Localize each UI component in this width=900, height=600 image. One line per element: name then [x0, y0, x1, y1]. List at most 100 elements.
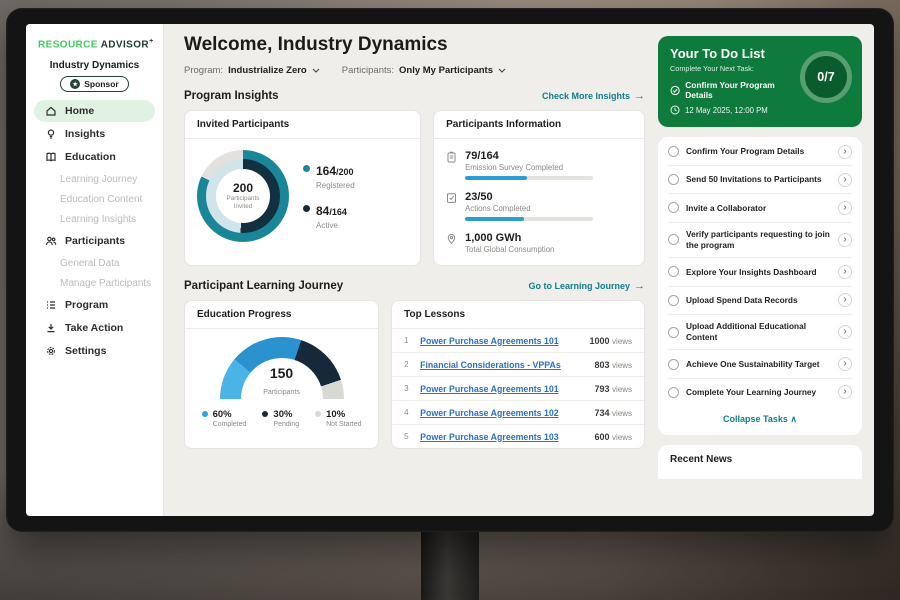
list-icon [47, 301, 55, 309]
task-item[interactable]: Invite a Collaborator › [668, 194, 852, 223]
org-name: Industry Dynamics [49, 60, 140, 72]
sponsor-badge-label: Sponsor [84, 79, 119, 90]
progress-bar [465, 176, 594, 180]
task-item[interactable]: Explore Your Insights Dashboard › [668, 258, 852, 287]
sidebar-item-learning-journey[interactable]: Learning Journey [60, 173, 138, 185]
task-chevron-icon[interactable]: › [838, 357, 852, 372]
task-item[interactable]: Confirm Your Program Details › [668, 138, 852, 167]
lesson-row: 4 Power Purchase Agreements 102 734 view… [392, 401, 644, 425]
participants-filter[interactable]: Participants: Only My Participants [342, 65, 506, 76]
task-checkbox[interactable] [668, 386, 679, 398]
participants-filter-value: Only My Participants [399, 65, 493, 76]
todo-panel: Your To Do List Complete Your Next Task:… [658, 24, 874, 516]
survey-icon [447, 151, 456, 163]
stat-emission-survey: 79/164 Emission Survey Completed [446, 150, 632, 180]
task-checkbox[interactable] [668, 266, 679, 278]
recent-news-title: Recent News [670, 453, 733, 465]
sidebar-item-insights[interactable]: Insights [34, 123, 155, 145]
app-screen: RESOURCE ADVISOR+ Industry Dynamics ★ Sp… [26, 24, 874, 516]
sidebar-item-education-content[interactable]: Education Content [60, 193, 143, 205]
arrow-right-icon: → [634, 90, 645, 102]
task-checkbox[interactable] [668, 234, 679, 246]
gauge-center: 150 Participants [263, 365, 300, 396]
lesson-row: 5 Power Purchase Agreements 103 600 view… [404, 431, 632, 442]
task-item[interactable]: Send 50 Invitations to Participants › [668, 166, 852, 195]
legend-item-registered: 164/200 Registered [303, 162, 355, 190]
logo-plus: + [149, 38, 154, 45]
todo-due-date: 12 May 2025, 12:00 PM [670, 105, 796, 115]
task-chevron-icon[interactable]: › [838, 200, 852, 215]
sidebar-item-participants[interactable]: Participants [34, 230, 155, 252]
task-checkbox[interactable] [668, 294, 679, 306]
sidebar-item-label: Settings [65, 345, 107, 358]
sidebar-item-take-action[interactable]: Take Action [34, 317, 155, 339]
todo-summary-card: Your To Do List Complete Your Next Task:… [658, 36, 862, 127]
task-item[interactable]: Verify participants requesting to join t… [668, 223, 852, 259]
task-checkbox[interactable] [668, 146, 679, 158]
book-icon [46, 152, 56, 162]
sidebar-item-manage-participants[interactable]: Manage Participants [60, 277, 152, 289]
lesson-link[interactable]: Power Purchase Agreements 103 [420, 431, 559, 442]
task-checkbox[interactable] [668, 174, 679, 186]
collapse-tasks-link[interactable]: Collapse Tasks ∧ [723, 413, 797, 424]
participants-information-card: Participants Information 79/164 Emission… [433, 110, 645, 266]
sponsor-icon: ★ [70, 79, 81, 90]
task-checkbox[interactable] [668, 326, 679, 338]
task-item[interactable]: Upload Spend Data Records › [668, 287, 852, 315]
go-to-learning-journey-link[interactable]: Go to Learning Journey → [528, 280, 645, 292]
lesson-link[interactable]: Power Purchase Agreements 101 [420, 335, 559, 346]
lesson-link[interactable]: Power Purchase Agreements 101 [420, 383, 559, 394]
app-logo: RESOURCE ADVISOR+ [26, 36, 163, 56]
legend-item-not-started: 10% Not Started [315, 409, 362, 428]
education-progress-card: Education Progress 150 Participants 60% [184, 300, 380, 449]
program-filter[interactable]: Program: Industrialize Zero [184, 65, 320, 76]
sidebar-item-learning-insights[interactable]: Learning Insights [60, 213, 137, 225]
donut-legend: 164/200 Registered 84/164 Active [303, 162, 355, 230]
insights-cards-row: Invited Participants 200 Participants In… [184, 110, 645, 266]
task-item[interactable]: Complete Your Learning Journey › [668, 379, 852, 406]
sidebar-item-label: Insights [65, 128, 106, 141]
task-checkbox[interactable] [668, 358, 679, 370]
lesson-link[interactable]: Power Purchase Agreements 102 [420, 407, 559, 418]
stat-global-consumption: 1,000 GWh Total Global Consumption [446, 232, 632, 254]
task-chevron-icon[interactable]: › [838, 144, 852, 159]
learning-journey-header: Participant Learning Journey Go to Learn… [184, 280, 645, 292]
sidebar: RESOURCE ADVISOR+ Industry Dynamics ★ Sp… [26, 24, 164, 516]
legend-item-pending: 30% Pending [262, 409, 299, 428]
task-chevron-icon[interactable]: › [838, 385, 852, 400]
check-circle-icon [670, 85, 680, 95]
lesson-link[interactable]: Financial Considerations - VPPAs [420, 359, 561, 370]
task-chevron-icon[interactable]: › [838, 172, 852, 187]
download-icon [47, 324, 55, 333]
sidebar-item-general-data[interactable]: General Data [60, 257, 120, 269]
todo-subtitle: Complete Your Next Task: [670, 64, 754, 73]
card-title: Education Progress [185, 301, 379, 329]
lesson-row: 3 Power Purchase Agreements 101 793 view… [392, 377, 644, 401]
lesson-row: 2 Financial Considerations - VPPAs 803 v… [392, 353, 644, 377]
stat-actions-completed: 23/50 Actions Completed [446, 191, 632, 221]
legend-dot [303, 165, 310, 172]
task-chevron-icon[interactable]: › [838, 325, 852, 340]
task-chevron-icon[interactable]: › [838, 264, 852, 279]
task-chevron-icon[interactable]: › [838, 293, 852, 308]
todo-next-task[interactable]: Confirm Your Program Details [670, 80, 796, 100]
sidebar-item-label: Home [65, 105, 95, 118]
sidebar-item-program[interactable]: Program [34, 294, 155, 316]
chevron-down-icon [498, 68, 506, 73]
task-item[interactable]: Upload Additional Educational Content › [668, 315, 852, 351]
collapse-caret-icon: ∧ [790, 413, 797, 424]
main-content: Welcome, Industry Dynamics Program: Indu… [164, 24, 658, 516]
learning-cards-row: Education Progress 150 Participants 60% [184, 300, 645, 449]
legend-item-completed: 60% Completed [201, 409, 246, 428]
task-checkbox[interactable] [668, 202, 679, 214]
task-chevron-icon[interactable]: › [838, 232, 852, 247]
task-item[interactable]: Achieve One Sustainability Target › [668, 350, 852, 379]
card-title: Participants Information [434, 111, 644, 139]
sponsor-badge[interactable]: ★ Sponsor [60, 76, 129, 93]
sidebar-item-settings[interactable]: Settings [34, 340, 155, 362]
check-more-insights-link[interactable]: Check More Insights → [541, 90, 645, 102]
sidebar-item-home[interactable]: Home [34, 100, 155, 123]
invited-donut-chart: 200 Participants Invited [197, 150, 289, 242]
invited-participants-card: Invited Participants 200 Participants In… [184, 110, 422, 266]
sidebar-item-education[interactable]: Education [34, 146, 155, 168]
